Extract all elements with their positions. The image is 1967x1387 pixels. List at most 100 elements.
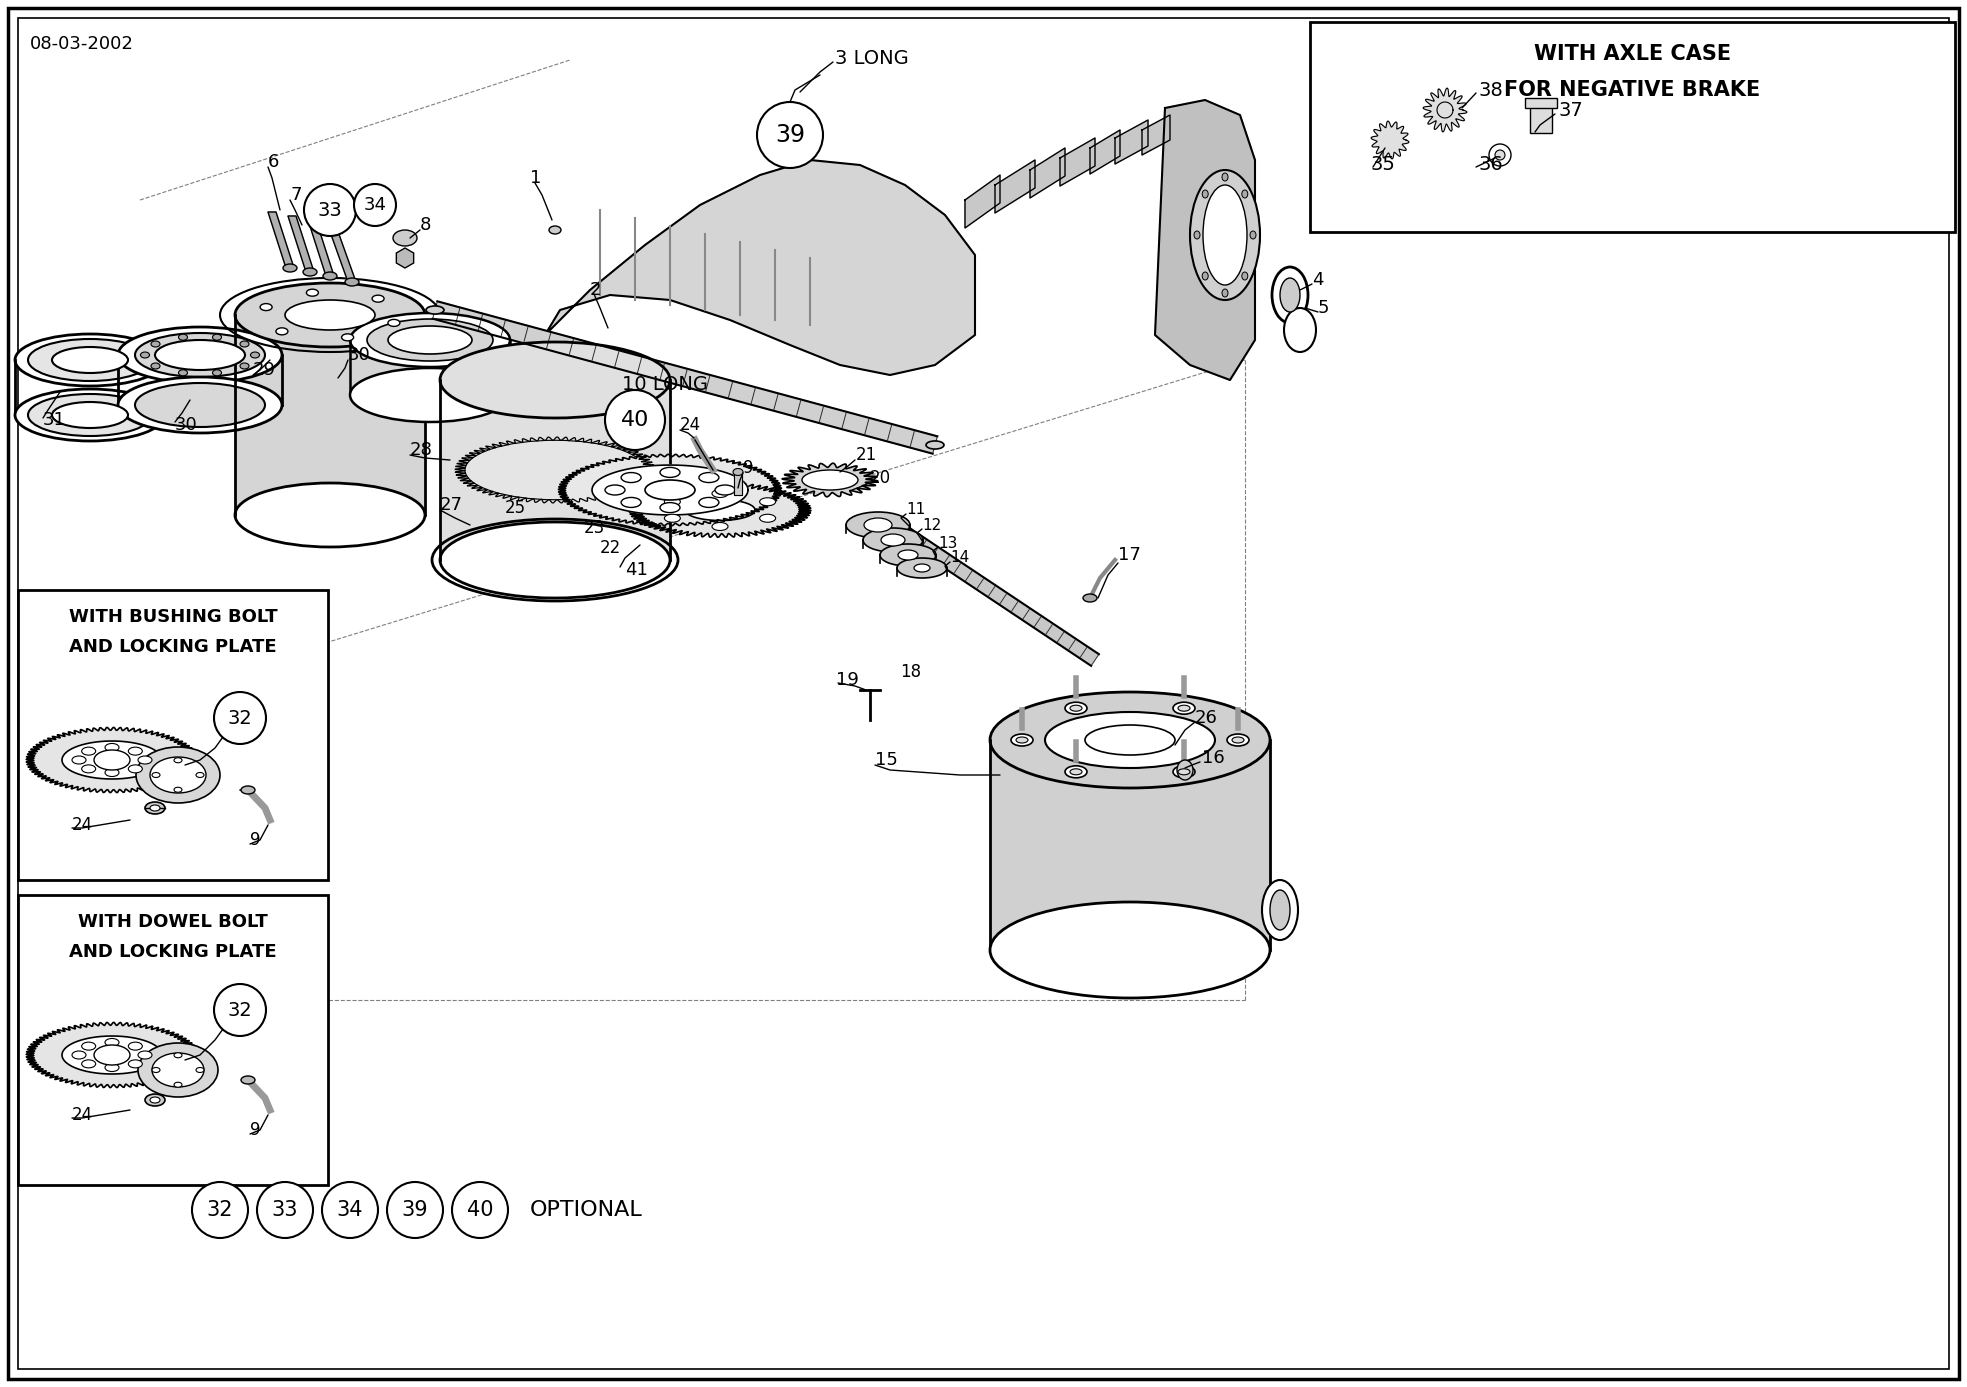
Ellipse shape [173, 1082, 183, 1087]
Ellipse shape [372, 295, 384, 302]
Ellipse shape [73, 1051, 87, 1060]
Ellipse shape [897, 558, 946, 578]
Ellipse shape [138, 756, 151, 764]
Ellipse shape [712, 523, 728, 530]
Ellipse shape [212, 370, 222, 376]
Ellipse shape [149, 1097, 159, 1103]
Circle shape [258, 1182, 313, 1239]
Ellipse shape [759, 515, 775, 523]
Ellipse shape [387, 319, 399, 326]
Text: 6: 6 [268, 153, 279, 171]
Ellipse shape [661, 502, 681, 513]
Ellipse shape [151, 1068, 159, 1072]
Ellipse shape [51, 347, 128, 373]
Ellipse shape [342, 334, 354, 341]
Ellipse shape [179, 370, 187, 376]
Text: 27: 27 [441, 497, 462, 515]
Ellipse shape [665, 515, 681, 523]
Bar [1524, 98, 1558, 108]
Text: 13: 13 [938, 535, 958, 551]
Ellipse shape [155, 340, 246, 370]
Ellipse shape [350, 368, 509, 422]
Text: WITH DOWEL BOLT: WITH DOWEL BOLT [79, 913, 268, 931]
Ellipse shape [698, 473, 718, 483]
Ellipse shape [1202, 272, 1208, 280]
Ellipse shape [1044, 712, 1216, 768]
Text: 26: 26 [1196, 709, 1218, 727]
Polygon shape [1422, 89, 1467, 132]
Polygon shape [1155, 100, 1255, 380]
Ellipse shape [1204, 184, 1247, 284]
Ellipse shape [136, 333, 266, 377]
Ellipse shape [464, 440, 645, 499]
Text: 24: 24 [73, 816, 92, 834]
Ellipse shape [1271, 890, 1290, 931]
Polygon shape [1143, 115, 1170, 155]
Text: WITH AXLE CASE: WITH AXLE CASE [1534, 44, 1731, 64]
Ellipse shape [128, 748, 142, 755]
Ellipse shape [242, 786, 256, 793]
Ellipse shape [197, 1068, 205, 1072]
Text: 39: 39 [775, 123, 805, 147]
Ellipse shape [242, 1076, 256, 1085]
Text: 40: 40 [466, 1200, 494, 1221]
Text: 8: 8 [421, 216, 431, 234]
Ellipse shape [1489, 144, 1511, 166]
Ellipse shape [1084, 594, 1098, 602]
Ellipse shape [1194, 232, 1200, 239]
Text: 32: 32 [228, 1000, 252, 1019]
Circle shape [606, 390, 665, 449]
Ellipse shape [323, 272, 336, 280]
Text: FOR NEGATIVE BRAKE: FOR NEGATIVE BRAKE [1505, 80, 1760, 100]
Polygon shape [63, 741, 161, 779]
Ellipse shape [260, 304, 271, 311]
Ellipse shape [179, 334, 187, 340]
Bar [18, 589, 328, 879]
Ellipse shape [138, 1051, 151, 1060]
Ellipse shape [899, 551, 919, 560]
Polygon shape [26, 727, 199, 792]
Polygon shape [989, 741, 1271, 950]
Text: 24: 24 [681, 416, 700, 434]
Text: OPTIONAL: OPTIONAL [529, 1200, 643, 1221]
Ellipse shape [104, 1039, 118, 1046]
Text: 24: 24 [73, 1105, 92, 1123]
Polygon shape [966, 175, 999, 227]
Text: 20: 20 [869, 469, 891, 487]
Ellipse shape [303, 268, 317, 276]
Ellipse shape [104, 1064, 118, 1072]
Ellipse shape [128, 1042, 142, 1050]
Polygon shape [995, 160, 1035, 214]
Text: 08-03-2002: 08-03-2002 [30, 35, 134, 53]
Ellipse shape [151, 363, 159, 369]
Polygon shape [545, 160, 976, 374]
Text: 9: 9 [744, 459, 753, 477]
Circle shape [757, 103, 822, 168]
Ellipse shape [16, 334, 165, 386]
Text: 40: 40 [622, 411, 649, 430]
Ellipse shape [606, 485, 626, 495]
Text: 36: 36 [1477, 155, 1503, 175]
Polygon shape [783, 463, 877, 497]
Ellipse shape [1176, 760, 1194, 779]
Ellipse shape [1178, 768, 1190, 775]
Text: 14: 14 [950, 551, 970, 566]
Text: 9: 9 [250, 1121, 260, 1139]
Ellipse shape [989, 902, 1271, 999]
Ellipse shape [1190, 171, 1261, 300]
Text: 31: 31 [43, 411, 65, 429]
Ellipse shape [759, 498, 775, 506]
Ellipse shape [1064, 766, 1088, 778]
Text: 7: 7 [289, 186, 301, 204]
Circle shape [305, 184, 356, 236]
Polygon shape [1060, 137, 1096, 186]
Text: 39: 39 [401, 1200, 429, 1221]
Ellipse shape [136, 748, 220, 803]
Ellipse shape [864, 517, 891, 533]
Ellipse shape [387, 326, 472, 354]
Text: 25: 25 [506, 499, 525, 517]
Ellipse shape [1064, 702, 1088, 714]
Text: 38: 38 [1477, 80, 1503, 100]
Ellipse shape [393, 230, 417, 245]
Ellipse shape [1227, 734, 1249, 746]
